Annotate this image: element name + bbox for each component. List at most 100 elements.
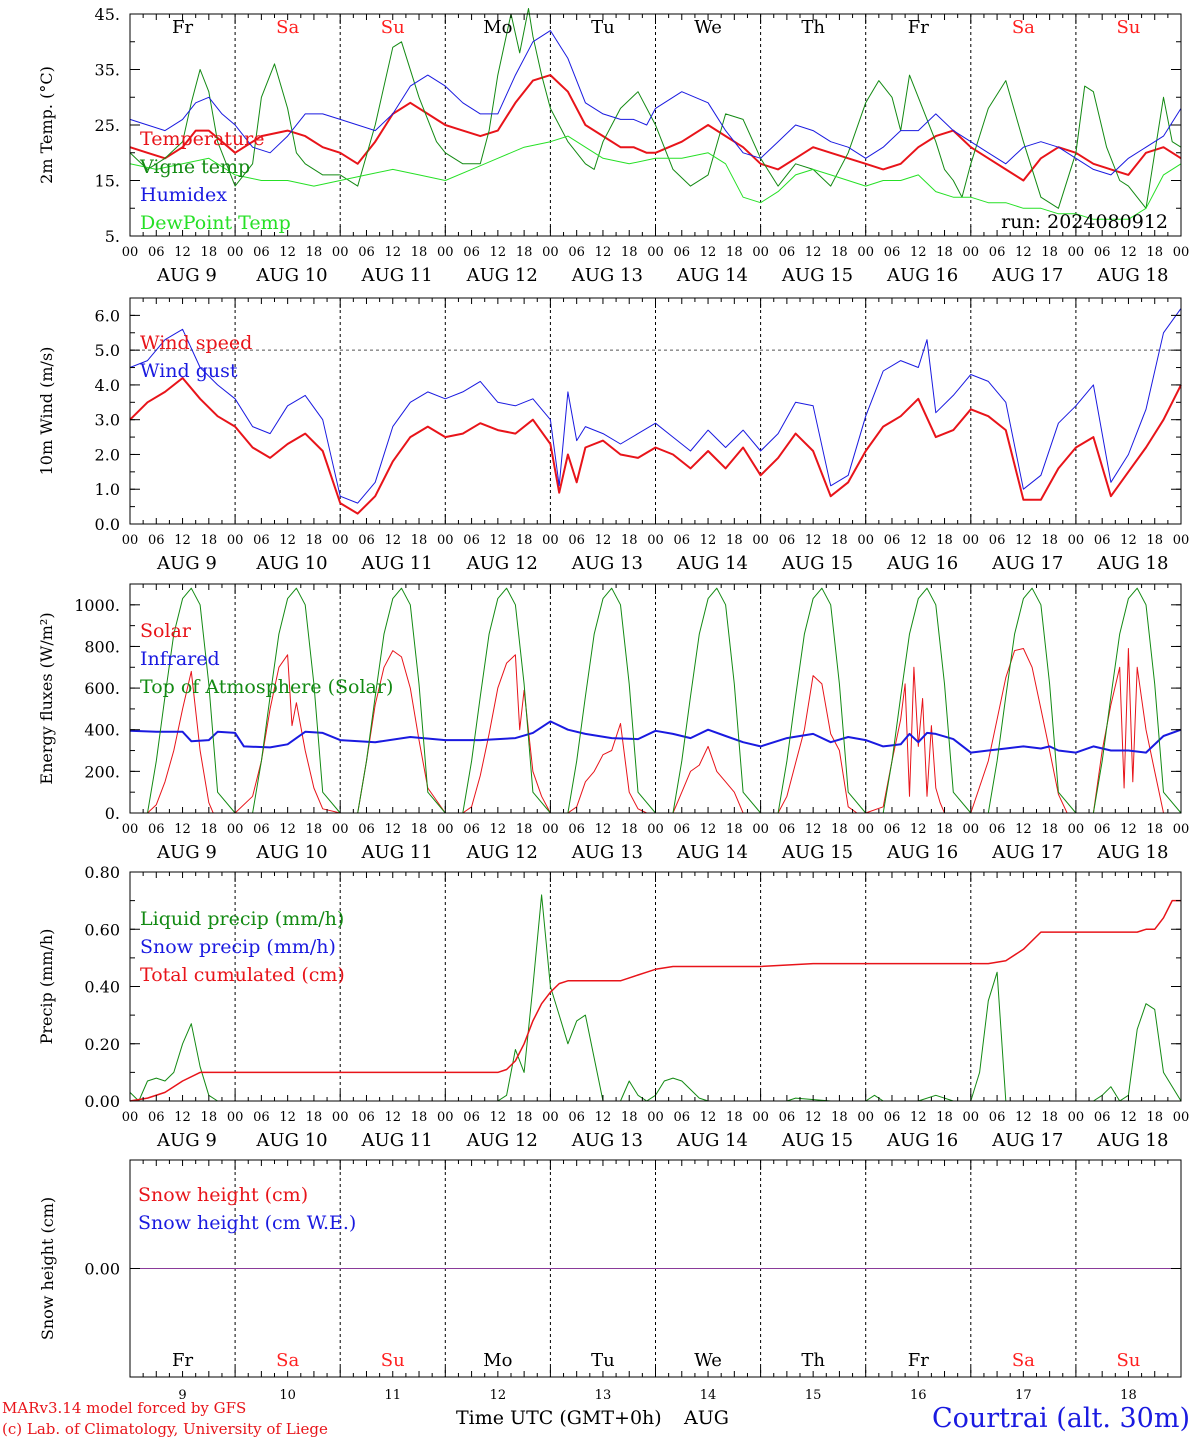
hour-label: 06 xyxy=(989,822,1006,837)
hour-label: 00 xyxy=(227,245,244,260)
hour-label: 18 xyxy=(621,245,638,260)
day-name: Mo xyxy=(483,1350,512,1371)
date-label: AUG 11 xyxy=(361,1130,433,1151)
legend-entry: Snow precip (mm/h) xyxy=(140,936,336,958)
hour-label: 06 xyxy=(884,822,901,837)
hour-label: 06 xyxy=(989,533,1006,548)
hour-label: 12 xyxy=(384,1110,401,1125)
date-label: AUG 9 xyxy=(156,842,217,863)
hour-label: 06 xyxy=(674,245,691,260)
hour-label: 06 xyxy=(148,533,165,548)
y-tick-label: 45. xyxy=(95,5,120,24)
hour-label: 18 xyxy=(1146,245,1163,260)
series-humidex xyxy=(129,30,1182,176)
day-name: Sa xyxy=(276,1350,299,1371)
hour-label: 00 xyxy=(437,1110,454,1125)
hour-label: 12 xyxy=(910,822,927,837)
hour-label: 00 xyxy=(1068,245,1085,260)
day-number: 18 xyxy=(1120,1388,1137,1403)
date-label: AUG 11 xyxy=(361,553,433,574)
day-number: 12 xyxy=(490,1388,507,1403)
hour-label: 18 xyxy=(936,822,953,837)
hour-label: 00 xyxy=(437,245,454,260)
hour-label: 18 xyxy=(726,245,743,260)
hour-label: 00 xyxy=(752,533,769,548)
panel-2: 0.0 1.0 2.0 3.0 4.0 5.0 6.0 10m Wind (m/s) 00 06 1… xyxy=(37,297,1190,574)
hour-label: 00 xyxy=(752,822,769,837)
date-label: AUG 11 xyxy=(361,265,433,286)
hour-label: 00 xyxy=(647,822,664,837)
date-label: AUG 18 xyxy=(1096,842,1168,863)
date-label: AUG 10 xyxy=(255,553,327,574)
hour-label: 12 xyxy=(700,245,717,260)
hour-label: 18 xyxy=(1041,245,1058,260)
footer-lab: (c) Lab. of Climatology, University of L… xyxy=(2,1420,328,1438)
hour-label: 00 xyxy=(332,245,349,260)
hour-label: 06 xyxy=(358,1110,375,1125)
hour-label: 06 xyxy=(358,533,375,548)
hour-label: 00 xyxy=(1173,533,1190,548)
hour-label: 18 xyxy=(1041,533,1058,548)
date-label: AUG 15 xyxy=(781,842,853,863)
hour-label: 18 xyxy=(306,533,323,548)
hour-label: 06 xyxy=(779,1110,796,1125)
y-tick-label: 2.0 xyxy=(95,445,120,464)
day-name: Su xyxy=(1116,1350,1140,1371)
hour-label: 18 xyxy=(726,533,743,548)
date-label: AUG 9 xyxy=(156,1130,217,1151)
hour-label: 00 xyxy=(857,822,874,837)
date-label: AUG 10 xyxy=(255,842,327,863)
date-label: AUG 9 xyxy=(156,265,217,286)
hour-label: 18 xyxy=(411,245,428,260)
hour-label: 18 xyxy=(726,822,743,837)
legend-entry: Solar xyxy=(140,620,192,642)
hour-label: 00 xyxy=(227,1110,244,1125)
legend-entry: Wind gust xyxy=(140,360,238,382)
xaxis-title: Time UTC (GMT+0h) xyxy=(456,1407,662,1429)
y-tick-label: 0.00 xyxy=(84,1092,120,1111)
hour-label: 12 xyxy=(1015,1110,1032,1125)
hour-label: 18 xyxy=(831,1110,848,1125)
day-name: Th xyxy=(801,17,825,38)
y-axis-label: Precip (mm/h) xyxy=(37,929,56,1045)
series-temperature xyxy=(129,74,1182,182)
hour-label: 00 xyxy=(1068,1110,1085,1125)
day-number: 16 xyxy=(910,1388,927,1403)
date-label: AUG 17 xyxy=(991,265,1063,286)
hour-label: 06 xyxy=(568,822,585,837)
hour-label: 12 xyxy=(174,1110,191,1125)
hour-label: 00 xyxy=(647,1110,664,1125)
date-label: AUG 13 xyxy=(571,265,643,286)
day-number: 10 xyxy=(279,1388,296,1403)
hour-label: 12 xyxy=(1015,245,1032,260)
hour-label: 00 xyxy=(1173,1110,1190,1125)
y-tick-label: 3.0 xyxy=(95,411,120,430)
hour-label: 00 xyxy=(963,533,980,548)
y-tick-label: 15. xyxy=(95,172,120,191)
y-tick-label: 0.20 xyxy=(84,1035,120,1054)
date-label: AUG 12 xyxy=(466,265,538,286)
hour-label: 12 xyxy=(384,245,401,260)
legend-entry: Total cumulated (cm) xyxy=(140,964,345,986)
date-label: AUG 12 xyxy=(466,553,538,574)
hour-label: 06 xyxy=(148,1110,165,1125)
station-name: Courtrai (alt. 30m) xyxy=(932,1403,1190,1434)
series-vigne-temp xyxy=(129,8,1182,209)
hour-label: 00 xyxy=(227,533,244,548)
hour-label: 12 xyxy=(1120,245,1137,260)
y-tick-label: 0.00 xyxy=(84,1260,120,1279)
hour-label: 06 xyxy=(358,245,375,260)
date-label: AUG 15 xyxy=(781,553,853,574)
hour-label: 00 xyxy=(437,822,454,837)
hour-label: 00 xyxy=(122,245,139,260)
day-name: We xyxy=(694,17,722,38)
hour-label: 12 xyxy=(910,1110,927,1125)
hour-label: 12 xyxy=(595,822,612,837)
hour-label: 06 xyxy=(568,1110,585,1125)
hour-label: 06 xyxy=(779,533,796,548)
hour-label: 18 xyxy=(1146,1110,1163,1125)
hour-label: 12 xyxy=(805,1110,822,1125)
date-label: AUG 15 xyxy=(781,1130,853,1151)
day-number: 9 xyxy=(178,1388,186,1403)
hour-label: 18 xyxy=(831,822,848,837)
